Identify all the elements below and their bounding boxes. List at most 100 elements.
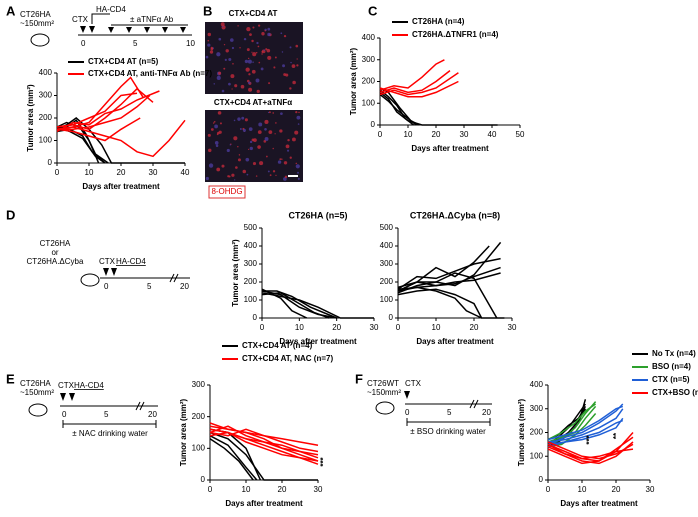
stain-spot bbox=[247, 57, 250, 60]
stain-spot bbox=[289, 156, 292, 159]
y-tick-label: 100 bbox=[530, 451, 544, 460]
series-line bbox=[379, 80, 459, 98]
stain-spot bbox=[280, 32, 283, 35]
stain-spot bbox=[296, 64, 299, 67]
tick-label: 0 bbox=[81, 39, 86, 48]
stain-spot bbox=[289, 46, 292, 49]
x-tick-label: 0 bbox=[396, 323, 401, 332]
label: ~150mm² bbox=[20, 19, 54, 28]
stain-spot bbox=[294, 130, 299, 135]
stain-spot bbox=[251, 39, 254, 43]
stain-spot bbox=[229, 144, 232, 146]
label: ± BSO drinking water bbox=[410, 427, 486, 436]
stain-spot bbox=[267, 55, 272, 60]
label: ± aTNFα Ab bbox=[130, 15, 174, 24]
x-tick-label: 20 bbox=[117, 168, 126, 177]
stain-spot bbox=[244, 59, 249, 64]
stain-spot bbox=[295, 162, 298, 165]
x-tick-label: 0 bbox=[378, 130, 383, 139]
label: CT26HA bbox=[40, 239, 71, 248]
tick-label: 5 bbox=[447, 408, 452, 417]
series-line bbox=[261, 292, 330, 319]
stain-label: 8-OHDG bbox=[211, 187, 242, 196]
micrograph bbox=[205, 22, 303, 94]
chart: 0 100 200 300 400 500 0 10 20 30 Days after treatm… bbox=[231, 210, 379, 346]
schematic: CT26WT ~150mm² CTX 0 5 20 ± BSO drinking… bbox=[367, 379, 492, 436]
legend-label: CTX+CD4 AT, NAC (n=7) bbox=[242, 354, 333, 363]
stain-spot bbox=[248, 127, 253, 131]
stain-spot bbox=[222, 25, 224, 28]
x-tick-label: 0 bbox=[546, 485, 551, 494]
x-tick-label: 20 bbox=[432, 130, 441, 139]
x-tick-label: 30 bbox=[460, 130, 469, 139]
stain-spot bbox=[251, 51, 253, 53]
stain-spot bbox=[247, 81, 251, 85]
tick-label: 5 bbox=[147, 282, 152, 291]
axis-break bbox=[169, 273, 179, 283]
label: CTX bbox=[72, 15, 89, 24]
stain-spot bbox=[282, 64, 286, 68]
stain-spot bbox=[251, 69, 256, 74]
x-tick-label: 0 bbox=[55, 168, 60, 177]
stain-spot bbox=[268, 130, 273, 134]
series-line bbox=[56, 92, 138, 128]
x-tick-label: 30 bbox=[370, 323, 379, 332]
stain-spot bbox=[230, 74, 235, 79]
tick-label: 10 bbox=[186, 39, 195, 48]
stain-spot bbox=[232, 62, 234, 65]
label: ~150mm² bbox=[20, 388, 54, 397]
stain-spot bbox=[295, 111, 298, 114]
stain-spot bbox=[233, 119, 236, 122]
stain-spot bbox=[248, 87, 253, 92]
stain-spot bbox=[230, 38, 234, 42]
x-tick-label: 20 bbox=[278, 485, 287, 494]
x-tick-label: 10 bbox=[85, 168, 94, 177]
stain-spot bbox=[210, 128, 214, 131]
label: CTX bbox=[99, 257, 116, 266]
stain-spot bbox=[272, 112, 275, 114]
stain-spot bbox=[237, 158, 241, 162]
tick-label: 20 bbox=[180, 282, 189, 291]
x-tick-label: 10 bbox=[242, 485, 251, 494]
stain-spot bbox=[295, 164, 300, 169]
stain-spot bbox=[267, 32, 271, 37]
x-axis-label: Days after treatment bbox=[279, 337, 357, 346]
y-tick-label: 300 bbox=[192, 380, 206, 389]
y-tick-label: 100 bbox=[192, 443, 206, 452]
stain-spot bbox=[212, 122, 215, 124]
stain-spot bbox=[208, 148, 212, 153]
stain-spot bbox=[279, 129, 283, 133]
label: ~150mm² bbox=[367, 388, 401, 397]
mouse bbox=[80, 273, 100, 287]
stain-spot bbox=[295, 44, 299, 48]
stain-spot bbox=[248, 73, 251, 76]
y-tick-label: 100 bbox=[244, 295, 258, 304]
stain-spot bbox=[258, 24, 261, 27]
stain-spot bbox=[207, 43, 211, 47]
tick-label: 5 bbox=[104, 410, 109, 419]
x-axis-label: Days after treatment bbox=[82, 182, 160, 191]
stain-spot bbox=[264, 119, 269, 125]
stain-spot bbox=[217, 111, 222, 115]
stain-spot bbox=[239, 128, 242, 131]
stain-spot bbox=[296, 115, 301, 120]
stain-spot bbox=[249, 146, 253, 151]
label: ± NAC drinking water bbox=[72, 429, 148, 438]
label: or bbox=[51, 248, 58, 257]
panel-letter: E bbox=[6, 371, 15, 386]
series-line bbox=[209, 422, 319, 459]
stain-spot bbox=[213, 120, 216, 123]
stain-spot bbox=[231, 46, 235, 50]
stain-spot bbox=[239, 47, 241, 49]
y-tick-label: 200 bbox=[39, 113, 53, 122]
stain-spot bbox=[248, 148, 250, 150]
stain-spot bbox=[292, 80, 296, 85]
schematic: CT26HA or CT26HA.ΔCyba CTX HA-CD4 0 5 20 bbox=[27, 239, 190, 291]
x-tick-label: 30 bbox=[149, 168, 158, 177]
stain-spot bbox=[218, 37, 222, 41]
stain-spot bbox=[283, 34, 287, 38]
x-tick-label: 10 bbox=[578, 485, 587, 494]
x-tick-label: 30 bbox=[508, 323, 517, 332]
arrow bbox=[404, 391, 410, 399]
schematic: CT26HA ~150mm² CTX HA-CD4 0 5 20 ± NAC d… bbox=[20, 379, 158, 438]
